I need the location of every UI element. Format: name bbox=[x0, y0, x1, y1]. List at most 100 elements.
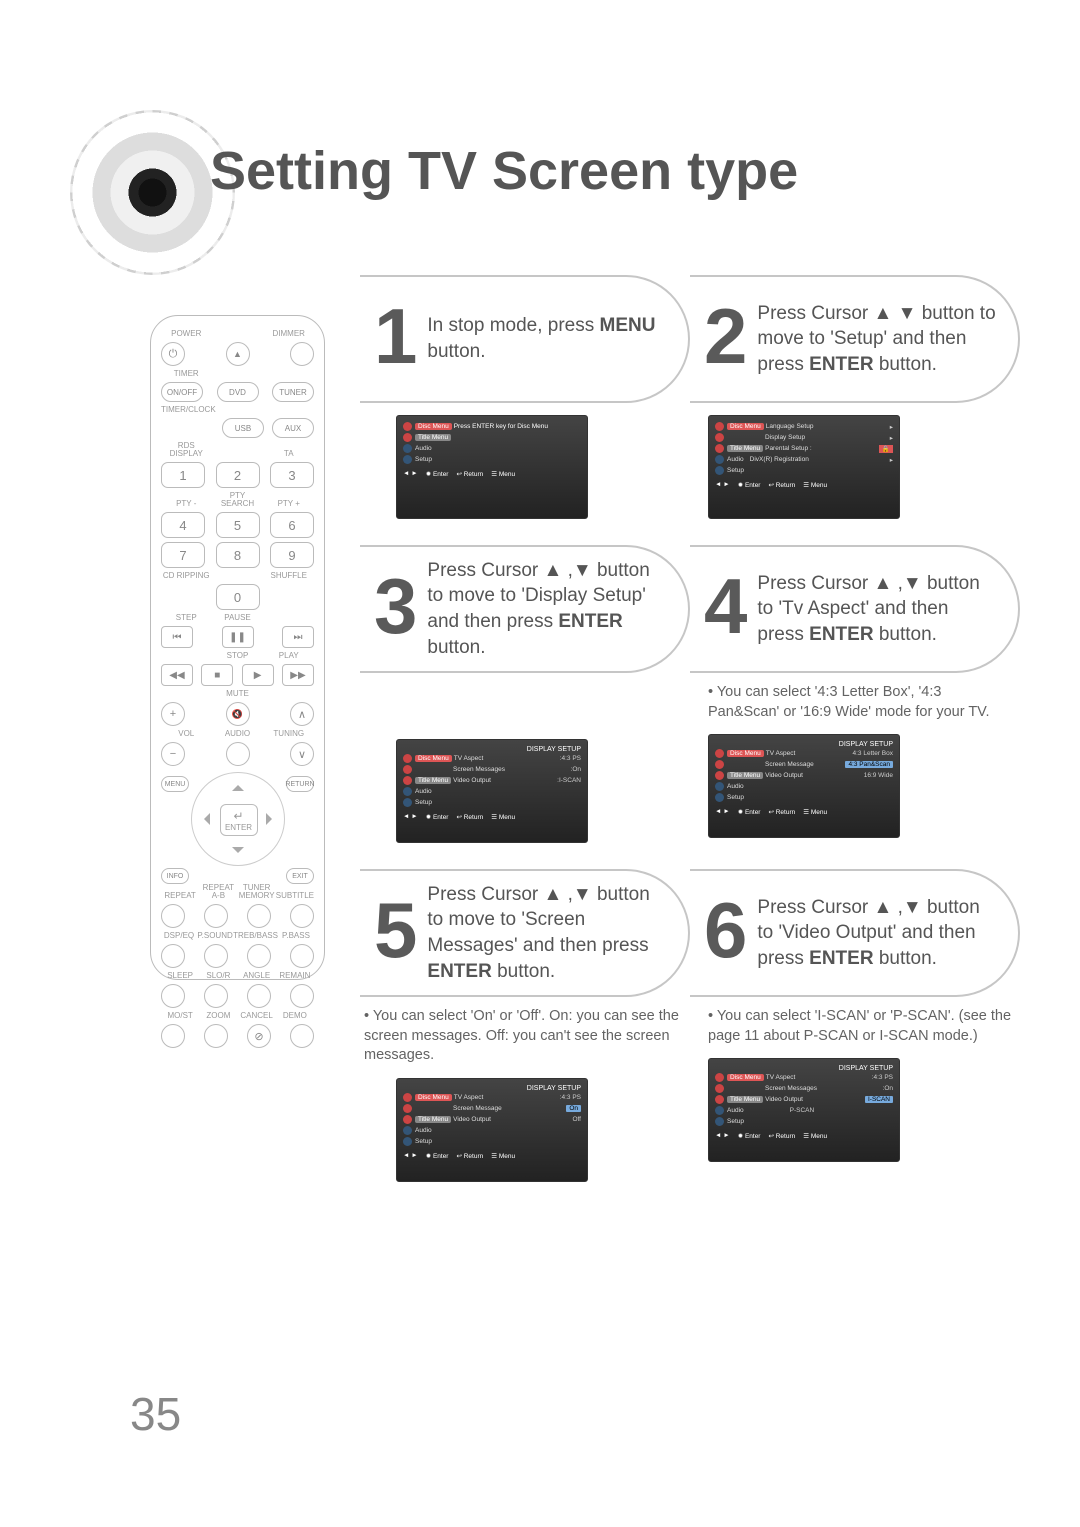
pause-label: PAUSE bbox=[212, 614, 262, 622]
vol-label: VOL bbox=[161, 730, 211, 738]
cursor-up-button[interactable] bbox=[232, 779, 244, 791]
dvd-button[interactable]: DVD bbox=[217, 382, 259, 402]
subtitle-label: SUBTITLE bbox=[276, 892, 314, 900]
num-4-button[interactable]: 4 bbox=[161, 512, 205, 538]
slor-button[interactable] bbox=[204, 984, 228, 1008]
pbass-label: P.BASS bbox=[278, 932, 314, 940]
eject-button[interactable]: ▲ bbox=[226, 342, 250, 366]
zoom-button[interactable] bbox=[204, 1024, 228, 1048]
step-4-text: Press Cursor ▲ ,▼ button to 'Tv Aspect' … bbox=[757, 571, 998, 648]
cursor-pad: ↵ENTER bbox=[191, 772, 285, 866]
step-6-screen: DISPLAY SETUP Disc MenuTV Aspect:4:3 PS … bbox=[708, 1058, 900, 1162]
step-5: 5Press Cursor ▲ ,▼ button to move to 'Sc… bbox=[360, 869, 690, 1182]
dimmer-label: DIMMER bbox=[264, 330, 314, 338]
tune-dn-button[interactable]: ∨ bbox=[290, 742, 314, 766]
tuning-label: TUNING bbox=[264, 730, 314, 738]
dspeq-label: DSP/EQ bbox=[161, 932, 197, 940]
step-5-text: Press Cursor ▲ ,▼ button to move to 'Scr… bbox=[427, 882, 668, 985]
repeat-button[interactable] bbox=[161, 904, 185, 928]
cursor-left-button[interactable] bbox=[198, 813, 210, 825]
step-2-num: 2 bbox=[704, 305, 747, 367]
num-1-button[interactable]: 1 bbox=[161, 462, 205, 488]
power-button[interactable]: ⏻ bbox=[161, 342, 185, 366]
num-6-button[interactable]: 6 bbox=[270, 512, 314, 538]
ptysearch-label: PTY SEARCH bbox=[212, 492, 262, 508]
tunermem-label: TUNER MEMORY bbox=[238, 884, 276, 900]
num-2-button[interactable]: 2 bbox=[216, 462, 260, 488]
step-2-screen: Disc MenuLanguage Setup▸ Display Setup▸ … bbox=[708, 415, 900, 519]
step-5-num: 5 bbox=[374, 899, 417, 961]
exit-corner[interactable]: EXIT bbox=[286, 868, 314, 884]
angle-label: ANGLE bbox=[238, 972, 276, 980]
num-7-button[interactable]: 7 bbox=[161, 542, 205, 568]
usb-button[interactable]: USB bbox=[222, 418, 264, 438]
num-8-button[interactable]: 8 bbox=[216, 542, 260, 568]
demo-button[interactable] bbox=[290, 1024, 314, 1048]
num-0-button[interactable]: 0 bbox=[216, 584, 260, 610]
tune-up-button[interactable]: ∧ bbox=[290, 702, 314, 726]
stop-button[interactable]: ■ bbox=[201, 664, 233, 686]
return-corner[interactable]: RETURN bbox=[286, 776, 314, 792]
cdrip-label: CD RIPPING bbox=[161, 572, 211, 580]
sleep-label: SLEEP bbox=[161, 972, 199, 980]
most-button[interactable] bbox=[161, 1024, 185, 1048]
angle-button[interactable] bbox=[247, 984, 271, 1008]
ta-label: TA bbox=[264, 450, 314, 458]
demo-label: DEMO bbox=[276, 1012, 314, 1020]
remain-button[interactable] bbox=[290, 984, 314, 1008]
step-3-screen: DISPLAY SETUP Disc MenuTV Aspect:4:3 PS … bbox=[396, 739, 588, 843]
sleep-button[interactable] bbox=[161, 984, 185, 1008]
stop-label: STOP bbox=[212, 652, 262, 660]
dimmer-button[interactable] bbox=[290, 342, 314, 366]
ptyminus-label: PTY - bbox=[161, 500, 211, 508]
psound-button[interactable] bbox=[204, 944, 228, 968]
rew-button[interactable]: ◀◀ bbox=[161, 664, 193, 686]
page-title: Setting TV Screen type bbox=[210, 140, 798, 202]
step-4-note: • You can select '4:3 Letter Box', '4:3 … bbox=[708, 683, 1016, 722]
mute-label: MUTE bbox=[212, 690, 262, 698]
ptyplus-label: PTY + bbox=[264, 500, 314, 508]
cursor-right-button[interactable] bbox=[266, 813, 278, 825]
psound-label: P.SOUND bbox=[197, 932, 233, 940]
step-3-num: 3 bbox=[374, 575, 417, 637]
tuner-button[interactable]: TUNER bbox=[272, 382, 314, 402]
step-3-text: Press Cursor ▲ ,▼ button to move to 'Dis… bbox=[427, 558, 668, 661]
cursor-down-button[interactable] bbox=[232, 847, 244, 859]
vol-up-button[interactable]: + bbox=[161, 702, 185, 726]
page-number: 35 bbox=[130, 1387, 181, 1441]
repeatab-button[interactable] bbox=[204, 904, 228, 928]
pbass-button[interactable] bbox=[290, 944, 314, 968]
rds-label: RDS DISPLAY bbox=[161, 442, 211, 458]
enter-button[interactable]: ↵ENTER bbox=[220, 804, 258, 836]
next-button[interactable]: ⏭ bbox=[282, 626, 314, 648]
play-button[interactable]: ▶ bbox=[242, 664, 274, 686]
step-1-num: 1 bbox=[374, 305, 417, 367]
num-9-button[interactable]: 9 bbox=[270, 542, 314, 568]
dspeq-button[interactable] bbox=[161, 944, 185, 968]
repeat-label: REPEAT bbox=[161, 892, 199, 900]
step-2: 2Press Cursor ▲ ▼ button to move to 'Set… bbox=[690, 275, 1020, 519]
timerclock-label: TIMER/CLOCK bbox=[161, 406, 211, 414]
vol-dn-button[interactable]: − bbox=[161, 742, 185, 766]
num-5-button[interactable]: 5 bbox=[216, 512, 260, 538]
mute-button[interactable]: 🔇 bbox=[226, 702, 250, 726]
cancel-button[interactable]: ⊘ bbox=[247, 1024, 271, 1048]
num-3-button[interactable]: 3 bbox=[270, 462, 314, 488]
pause-button[interactable]: ❚❚ bbox=[222, 626, 254, 648]
ff-button[interactable]: ▶▶ bbox=[282, 664, 314, 686]
prev-button[interactable]: ⏮ bbox=[161, 626, 193, 648]
step-1: 1In stop mode, press MENU button. Disc M… bbox=[360, 275, 690, 519]
step-6-num: 6 bbox=[704, 899, 747, 961]
step-label: STEP bbox=[161, 614, 211, 622]
onoff-button[interactable]: ON/OFF bbox=[161, 382, 203, 402]
audio-button[interactable] bbox=[226, 742, 250, 766]
info-corner[interactable]: INFO bbox=[161, 868, 189, 884]
aux-button[interactable]: AUX bbox=[272, 418, 314, 438]
tunermem-button[interactable] bbox=[247, 904, 271, 928]
menu-corner[interactable]: MENU bbox=[161, 776, 189, 792]
remote-control: POWERDIMMER ⏻▲ TIMER ON/OFFDVDTUNER TIME… bbox=[150, 315, 325, 980]
audio-label: AUDIO bbox=[212, 730, 262, 738]
subtitle-button[interactable] bbox=[290, 904, 314, 928]
most-label: MO/ST bbox=[161, 1012, 199, 1020]
trebbass-button[interactable] bbox=[247, 944, 271, 968]
